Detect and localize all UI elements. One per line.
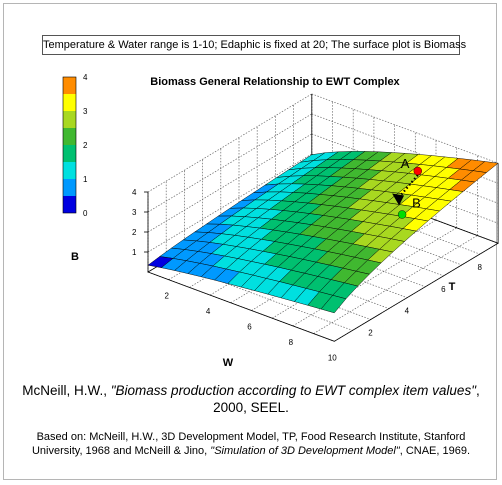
- floor-gridline: [313, 235, 478, 334]
- wall-gridline: [147, 133, 312, 233]
- y-axis-label: T: [449, 281, 456, 293]
- legend-swatch: [63, 179, 76, 196]
- x-tick-label: 4: [206, 307, 211, 316]
- citation: McNeill, H.W., "Biomass production accor…: [10, 382, 492, 416]
- legend-swatch: [63, 128, 76, 145]
- axes: 1234246810246810: [132, 188, 482, 362]
- legend-label: 1: [83, 175, 88, 184]
- y-tick-label: 6: [441, 285, 446, 294]
- legend-label: 2: [83, 141, 88, 150]
- chart-title: Biomass General Relationship to EWT Comp…: [150, 76, 400, 88]
- point-marker: [397, 210, 407, 219]
- x-tick-label: 2: [164, 292, 169, 301]
- citation-author: McNeill, H.W.,: [22, 383, 111, 398]
- legend-swatch: [63, 77, 76, 94]
- z-axis-label: B: [71, 251, 79, 263]
- citation-tail: ,: [475, 383, 480, 398]
- point-label: B: [412, 196, 421, 211]
- legend-label: 3: [83, 107, 88, 116]
- based-on-note: Based on: McNeill, H.W., 3D Development …: [10, 430, 492, 458]
- point-markers: AB: [392, 156, 422, 219]
- z-tick-label: 4: [132, 188, 137, 197]
- point-marker: [413, 166, 422, 176]
- surface-cell: [320, 295, 347, 314]
- x-axis-label: W: [223, 357, 234, 369]
- x-tick-label: 10: [328, 353, 337, 362]
- citation-title: "Biomass production according to EWT com…: [110, 383, 476, 398]
- legend-swatch: [63, 94, 76, 111]
- legend-border: [62, 76, 77, 214]
- wall-gridline: [311, 93, 499, 164]
- x-tick-label: 6: [247, 323, 252, 332]
- z-tick-label: 3: [132, 208, 137, 217]
- legend-swatch: [63, 196, 76, 213]
- legend-label: 4: [83, 73, 88, 82]
- legend-swatch: [63, 111, 76, 128]
- path-arrow-shaft: [397, 174, 419, 200]
- y-tick-label: 2: [368, 328, 373, 337]
- z-tick-label: 2: [132, 228, 137, 237]
- x-tick-label: 8: [289, 338, 294, 347]
- y-tick-label: 8: [477, 263, 482, 272]
- wall-gridline: [147, 113, 312, 213]
- floor-gridline: [292, 227, 457, 327]
- wall-gridline: [147, 93, 312, 193]
- z-tick-label: 1: [132, 248, 137, 257]
- wall-gridline: [147, 153, 312, 253]
- point-label: A: [401, 156, 410, 171]
- citation-year: 2000, SEEL.: [213, 400, 289, 415]
- legend-swatch: [63, 145, 76, 162]
- path-arrow-head: [392, 193, 405, 206]
- based-on-text: Based on: McNeill, H.W., 3D Development …: [31, 431, 466, 457]
- caption-box: Temperature & Water range is 1-10; Edaph…: [42, 35, 466, 55]
- color-legend: 4 3 2 1 0: [62, 73, 88, 218]
- based-on-title: "Simulation of 3D Development Model": [210, 445, 400, 457]
- legend-label: 0: [83, 209, 88, 218]
- based-on-tail: , CNAE, 1969.: [399, 445, 471, 457]
- y-tick-label: 4: [405, 307, 410, 316]
- legend-swatch: [63, 162, 76, 179]
- biomass-surface: [147, 151, 499, 314]
